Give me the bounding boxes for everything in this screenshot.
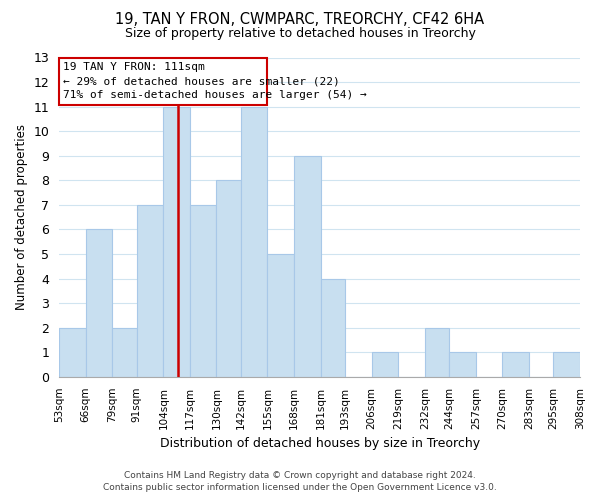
Bar xyxy=(371,352,398,377)
Text: 19 TAN Y FRON: 111sqm
← 29% of detached houses are smaller (22)
71% of semi-deta: 19 TAN Y FRON: 111sqm ← 29% of detached … xyxy=(63,62,367,100)
Bar xyxy=(294,156,320,377)
Bar xyxy=(163,106,190,377)
Bar xyxy=(86,230,112,377)
Bar xyxy=(502,352,529,377)
Bar xyxy=(59,328,86,377)
Bar xyxy=(217,180,241,377)
Text: Contains HM Land Registry data © Crown copyright and database right 2024.
Contai: Contains HM Land Registry data © Crown c… xyxy=(103,471,497,492)
Bar xyxy=(268,254,294,377)
Bar xyxy=(553,352,580,377)
Bar xyxy=(112,328,137,377)
Text: Size of property relative to detached houses in Treorchy: Size of property relative to detached ho… xyxy=(125,28,475,40)
Text: 19, TAN Y FRON, CWMPARC, TREORCHY, CF42 6HA: 19, TAN Y FRON, CWMPARC, TREORCHY, CF42 … xyxy=(115,12,485,28)
X-axis label: Distribution of detached houses by size in Treorchy: Distribution of detached houses by size … xyxy=(160,437,479,450)
Bar xyxy=(320,278,345,377)
Bar xyxy=(241,106,268,377)
Y-axis label: Number of detached properties: Number of detached properties xyxy=(15,124,28,310)
Bar xyxy=(190,205,217,377)
FancyBboxPatch shape xyxy=(59,58,268,106)
Bar xyxy=(449,352,476,377)
Bar xyxy=(137,205,163,377)
Bar xyxy=(425,328,449,377)
